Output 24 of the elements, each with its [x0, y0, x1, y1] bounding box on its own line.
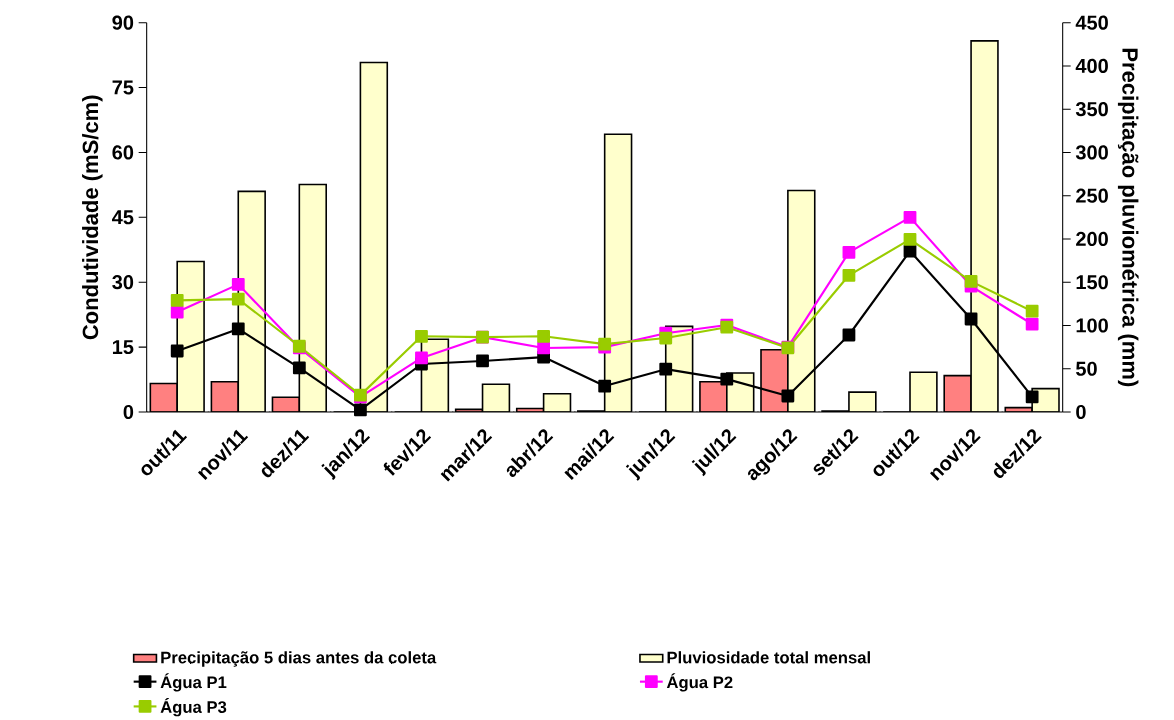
y-tick-label: 90: [112, 15, 134, 30]
y2-tick-label: 250: [1076, 188, 1108, 203]
y-tick-label: 60: [112, 145, 134, 160]
y2-tick-label: 400: [1075, 58, 1108, 73]
y2-tick-label: 350: [1075, 102, 1108, 117]
y-tick-label: 15: [112, 340, 134, 355]
legend-label: Água P2: [666, 673, 733, 692]
legend-label: Precipitação 5 dias antes da coleta: [161, 651, 437, 667]
y2-tick-label: 300: [1075, 145, 1108, 160]
legend-label: Água P1: [160, 673, 227, 692]
y-tick-label: 75: [112, 80, 134, 95]
legend-label: Pluviosidade total mensal: [667, 651, 870, 664]
y-tick-label: 30: [112, 275, 134, 290]
y2-tick-label: 450: [1075, 15, 1108, 30]
y2-tick-label: 150: [1076, 275, 1108, 290]
y-tick-label: 45: [112, 210, 134, 225]
legend-label: Água P3: [160, 697, 227, 717]
y2-axis-title: Precipitação pluviométrica (mm): [1117, 48, 1139, 387]
y2-tick-label: 100: [1076, 318, 1108, 333]
y-tick-label: 0: [123, 404, 134, 420]
y2-tick-label: 50: [1075, 361, 1097, 376]
y2-tick-label: 0: [1076, 404, 1086, 419]
y-axis-title: Condutividade (mS/cm): [82, 95, 103, 340]
y2-tick-label: 200: [1076, 231, 1108, 246]
